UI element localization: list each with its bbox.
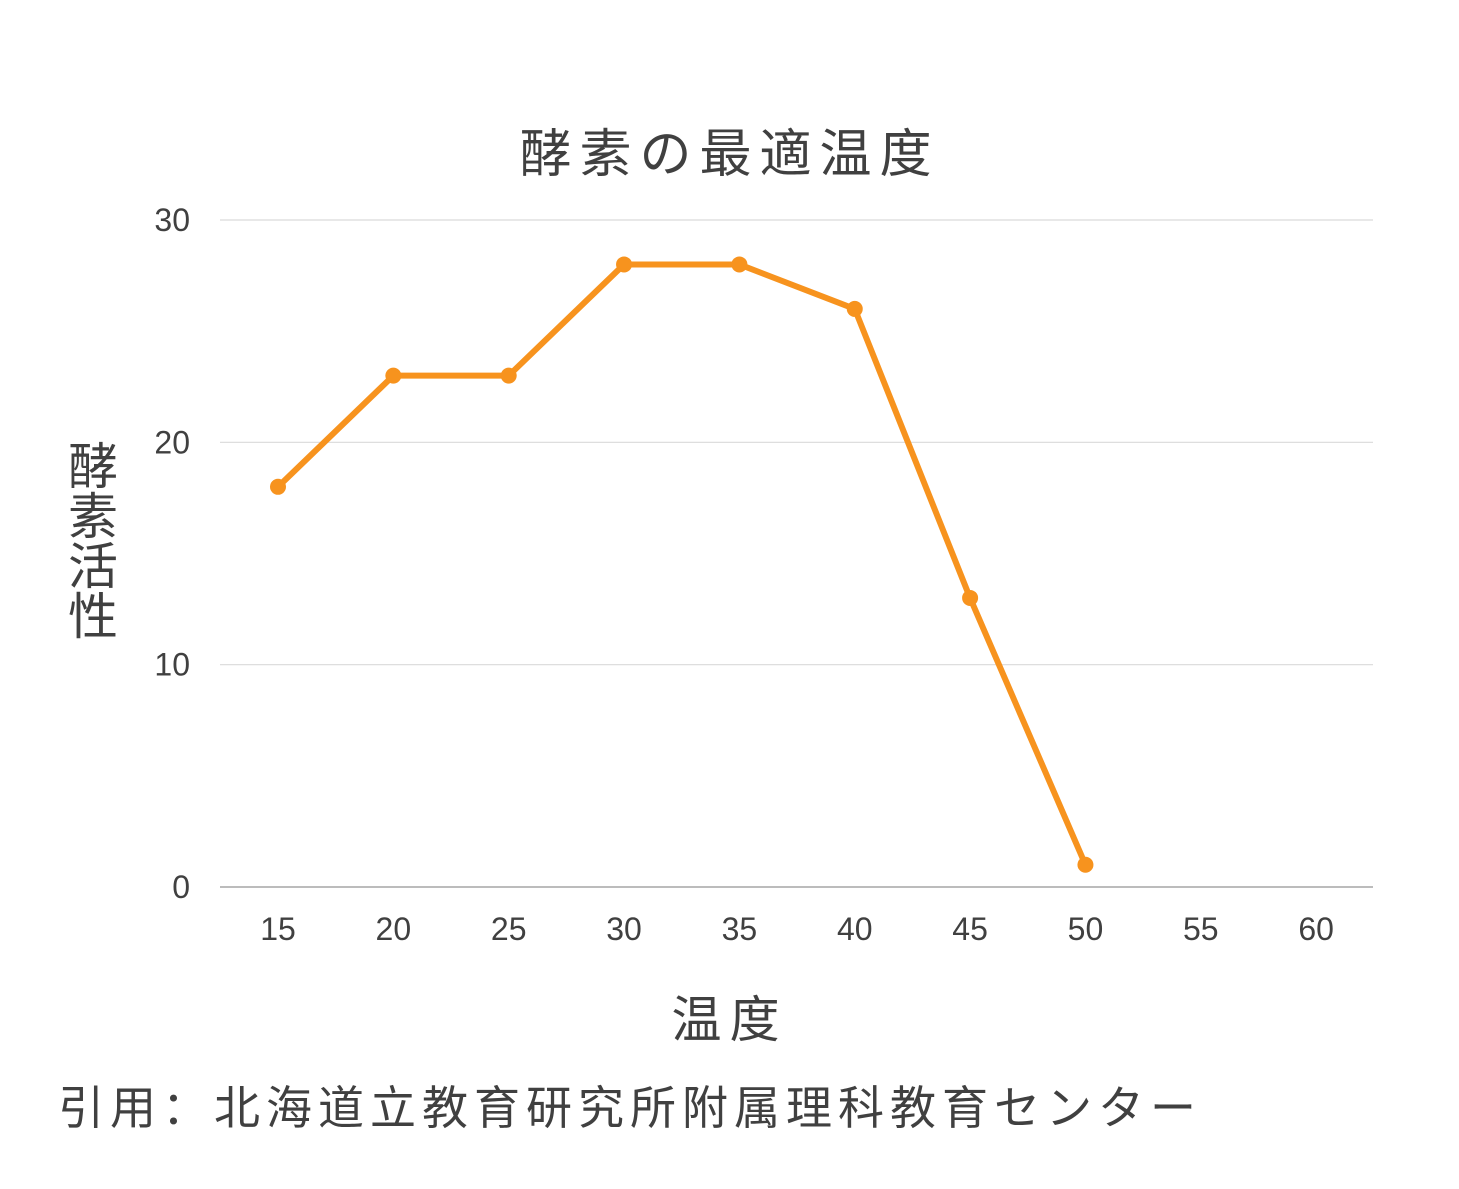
x-tick-label: 45 — [952, 911, 988, 947]
y-tick-label: 10 — [154, 647, 190, 683]
x-tick-label: 25 — [491, 911, 527, 947]
data-point — [731, 256, 748, 273]
x-tick-label: 20 — [376, 911, 412, 947]
x-tick-label: 50 — [1068, 911, 1104, 947]
y-tick-label: 30 — [154, 202, 190, 238]
data-point — [846, 300, 863, 317]
y-tick-label: 20 — [154, 424, 190, 460]
x-tick-label: 55 — [1183, 911, 1219, 947]
x-tick-label: 30 — [606, 911, 642, 947]
x-tick-label: 60 — [1298, 911, 1334, 947]
x-axis-title: 温度 — [671, 991, 788, 1049]
data-point — [500, 367, 517, 384]
data-point — [385, 367, 402, 384]
data-point — [962, 589, 979, 606]
y-tick-labels: 0 10 20 30 — [154, 202, 190, 905]
y-axis-title: 酵素活性 — [60, 440, 118, 640]
data-point — [270, 478, 286, 495]
series-layer — [270, 256, 1094, 873]
x-tick-label: 40 — [837, 911, 873, 947]
y-tick-label: 0 — [172, 869, 190, 905]
gridlines — [220, 219, 1373, 888]
x-tick-label: 15 — [260, 911, 296, 947]
citation-text: 引用：北海道立教育研究所附属理科教育センター — [58, 1081, 1202, 1135]
chart-title: 酵素の最適温度 — [519, 125, 940, 185]
x-tick-labels: 15 20 25 30 35 40 45 50 55 60 — [260, 911, 1334, 947]
x-tick-label: 35 — [722, 911, 758, 947]
series-line — [275, 261, 1089, 868]
data-point — [616, 256, 633, 273]
data-point — [1077, 856, 1094, 873]
